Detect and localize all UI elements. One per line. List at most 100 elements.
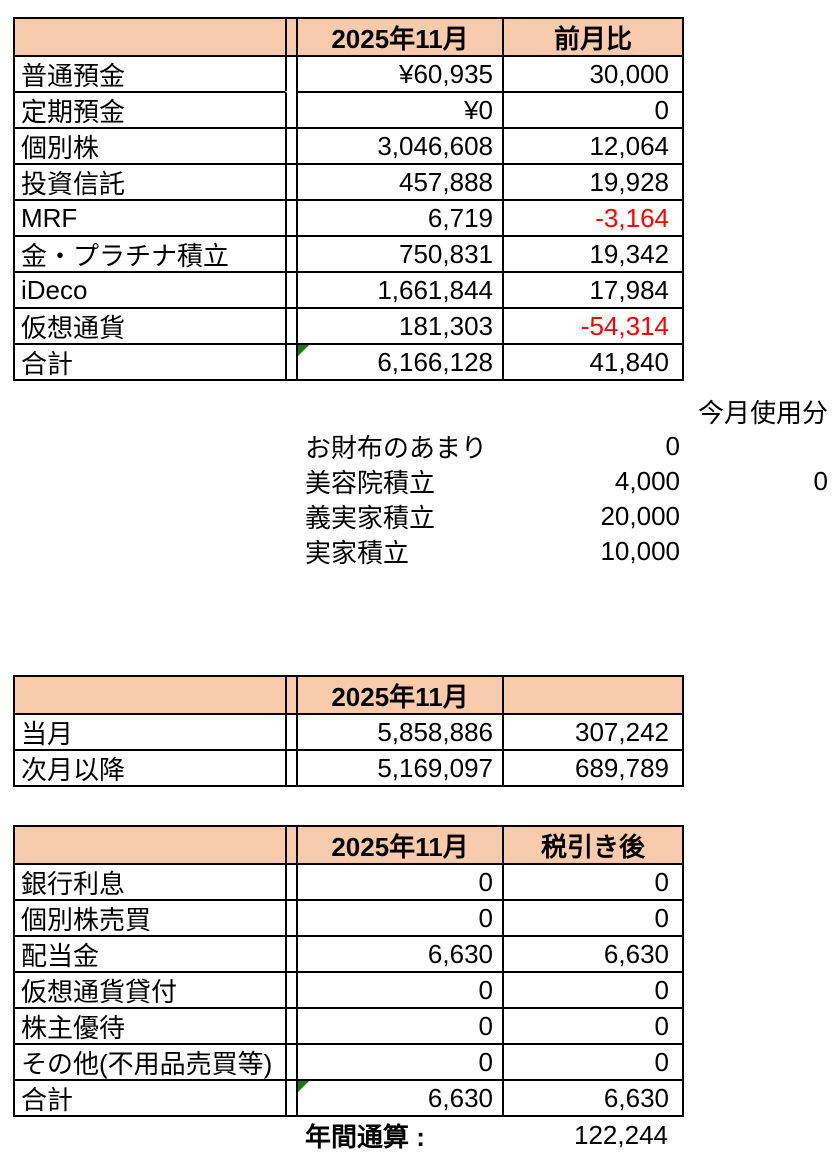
spacer-cell[interactable] — [285, 749, 296, 785]
cell-delta-value[interactable]: -54,314 — [502, 307, 682, 343]
savings-amount[interactable]: 0 — [665, 431, 680, 461]
cell-month-value[interactable]: 5,858,886 — [296, 713, 502, 749]
header-empty-cell[interactable] — [15, 827, 285, 863]
cell-delta-value[interactable]: 0 — [502, 91, 682, 127]
cell-aftertax-value[interactable]: 0 — [502, 1007, 682, 1043]
savings-amount[interactable]: 4,000 — [614, 466, 680, 496]
header-extra-cell[interactable] — [502, 677, 682, 713]
cell-delta-value-total[interactable]: 41,840 — [502, 343, 682, 379]
cell-delta-value[interactable]: 19,928 — [502, 163, 682, 199]
cell-month-value[interactable]: ¥0 — [296, 91, 502, 127]
cell-aftertax-value[interactable]: 6,630 — [502, 935, 682, 971]
spacer-cell[interactable] — [285, 307, 296, 343]
spacer-cell[interactable] — [285, 235, 296, 271]
spacer-cell[interactable] — [285, 271, 296, 307]
cell-delta-value[interactable]: 307,242 — [502, 713, 682, 749]
header-empty-cell[interactable] — [15, 19, 285, 55]
cell-label[interactable]: 次月以降 — [15, 749, 285, 785]
used-column-header[interactable]: 今月使用分 — [697, 398, 828, 428]
header-month-cell[interactable]: 2025年11月 — [296, 19, 502, 55]
cell-label-total[interactable]: 合計 — [15, 343, 285, 379]
header-aftertax-cell[interactable]: 税引き後 — [502, 827, 682, 863]
cell-month-value[interactable]: 0 — [296, 1007, 502, 1043]
spacer-cell[interactable] — [285, 343, 296, 379]
header-empty-cell[interactable] — [15, 677, 285, 713]
savings-used[interactable]: 0 — [813, 466, 828, 496]
spacer-cell[interactable] — [285, 1007, 296, 1043]
cell-label[interactable]: 配当金 — [15, 935, 285, 971]
budget-table: 2025年11月 当月 5,858,886 307,242 次月以降 5,169… — [13, 675, 684, 787]
cell-label[interactable]: 当月 — [15, 713, 285, 749]
header-delta-cell[interactable]: 前月比 — [502, 19, 682, 55]
savings-used[interactable] — [680, 499, 828, 534]
cell-month-value[interactable]: 6,630 — [296, 935, 502, 971]
cell-label[interactable]: 個別株売買 — [15, 899, 285, 935]
cell-delta-value[interactable]: 689,789 — [502, 749, 682, 785]
cell-delta-value[interactable]: -3,164 — [502, 199, 682, 235]
cell-month-value[interactable]: 5,169,097 — [296, 749, 502, 785]
savings-empty — [296, 394, 502, 429]
cell-label[interactable]: MRF — [15, 199, 285, 235]
cell-month-value-total[interactable]: 6,630 — [296, 1079, 502, 1115]
cell-aftertax-value[interactable]: 0 — [502, 971, 682, 1007]
spacer-cell[interactable] — [285, 713, 296, 749]
header-month-cell[interactable]: 2025年11月 — [296, 677, 502, 713]
cell-month-value[interactable]: 457,888 — [296, 163, 502, 199]
cell-month-value[interactable]: 0 — [296, 899, 502, 935]
annual-total-value[interactable]: 122,244 — [574, 1119, 668, 1150]
cell-month-value[interactable]: 0 — [296, 863, 502, 899]
savings-amount[interactable]: 10,000 — [600, 536, 680, 566]
cell-label[interactable]: 普通預金 — [15, 55, 285, 91]
cell-delta-value[interactable]: 19,342 — [502, 235, 682, 271]
spacer-cell[interactable] — [285, 1043, 296, 1079]
cell-month-value-total[interactable]: 6,166,128 — [296, 343, 502, 379]
spacer-cell[interactable] — [285, 127, 296, 163]
cell-label[interactable]: 投資信託 — [15, 163, 285, 199]
cell-aftertax-value[interactable]: 0 — [502, 1043, 682, 1079]
spacer-cell[interactable] — [285, 899, 296, 935]
cell-aftertax-value[interactable]: 0 — [502, 863, 682, 899]
cell-label-total[interactable]: 合計 — [15, 1079, 285, 1115]
spacer-cell[interactable] — [285, 199, 296, 235]
savings-label[interactable]: 義実家積立 — [305, 503, 436, 533]
cell-label[interactable]: 株主優待 — [15, 1007, 285, 1043]
cell-label[interactable]: その他(不用品売買等) — [15, 1043, 285, 1079]
header-spacer-cell[interactable] — [285, 19, 296, 55]
cell-delta-value[interactable]: 12,064 — [502, 127, 682, 163]
cell-label[interactable]: 仮想通貨貸付 — [15, 971, 285, 1007]
spacer-cell[interactable] — [285, 863, 296, 899]
cell-label[interactable]: 金・プラチナ積立 — [15, 235, 285, 271]
cell-aftertax-value[interactable]: 0 — [502, 899, 682, 935]
cell-month-value[interactable]: 181,303 — [296, 307, 502, 343]
spacer-cell[interactable] — [285, 1079, 296, 1115]
cell-delta-value[interactable]: 30,000 — [502, 55, 682, 91]
cell-label[interactable]: 定期預金 — [15, 91, 285, 127]
header-spacer-cell[interactable] — [285, 827, 296, 863]
savings-used[interactable] — [680, 429, 828, 464]
spacer-cell[interactable] — [285, 935, 296, 971]
cell-month-value[interactable]: 1,661,844 — [296, 271, 502, 307]
header-month-cell[interactable]: 2025年11月 — [296, 827, 502, 863]
savings-used[interactable] — [680, 534, 828, 569]
spacer-cell[interactable] — [285, 163, 296, 199]
cell-month-value[interactable]: 750,831 — [296, 235, 502, 271]
cell-month-value[interactable]: ¥60,935 — [296, 55, 502, 91]
savings-label[interactable]: 美容院積立 — [305, 468, 436, 498]
cell-delta-value[interactable]: 17,984 — [502, 271, 682, 307]
cell-month-value[interactable]: 0 — [296, 971, 502, 1007]
spacer-cell[interactable] — [285, 55, 296, 91]
spacer-cell[interactable] — [285, 971, 296, 1007]
cell-label[interactable]: 個別株 — [15, 127, 285, 163]
savings-label[interactable]: 実家積立 — [305, 538, 410, 568]
cell-aftertax-value-total[interactable]: 6,630 — [502, 1079, 682, 1115]
cell-month-value[interactable]: 3,046,608 — [296, 127, 502, 163]
spacer-cell[interactable] — [285, 91, 296, 127]
cell-label[interactable]: 銀行利息 — [15, 863, 285, 899]
cell-month-value[interactable]: 0 — [296, 1043, 502, 1079]
savings-label[interactable]: お財布のあまり — [305, 433, 488, 463]
header-spacer-cell[interactable] — [285, 677, 296, 713]
cell-month-value[interactable]: 6,719 — [296, 199, 502, 235]
cell-label[interactable]: 仮想通貨 — [15, 307, 285, 343]
savings-amount[interactable]: 20,000 — [600, 501, 680, 531]
cell-label[interactable]: iDeco — [15, 271, 285, 307]
